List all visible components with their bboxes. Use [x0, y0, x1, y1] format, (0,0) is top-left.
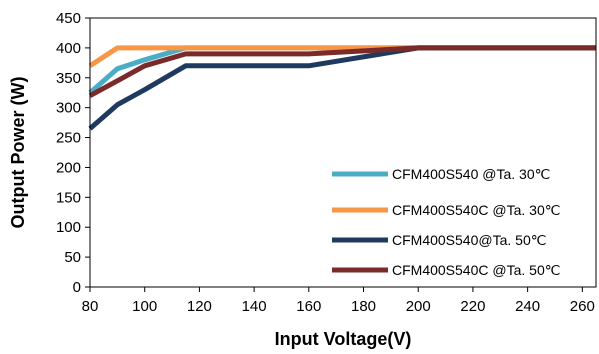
x-tick-label: 80: [82, 298, 99, 315]
y-tick-label: 150: [56, 189, 81, 206]
y-tick-label: 350: [56, 70, 81, 87]
x-tick-label: 160: [296, 298, 321, 315]
legend-label-2: CFM400S540C @Ta. 30℃: [392, 202, 560, 218]
legend-label-1: CFM400S540 @Ta. 30℃: [392, 166, 550, 182]
x-tick-label: 100: [132, 298, 157, 315]
legend-label-4: CFM400S540C @Ta. 50℃: [392, 262, 560, 278]
y-tick-label: 50: [64, 249, 81, 266]
y-axis-ticks: 0 50 100 150 200 250 300 350 400 450: [56, 10, 90, 296]
y-tick-label: 400: [56, 40, 81, 57]
x-tick-label: 260: [570, 298, 595, 315]
y-tick-label: 300: [56, 100, 81, 117]
legend: CFM400S540 @Ta. 30℃ CFM400S540C @Ta. 30℃ C…: [332, 166, 560, 278]
x-tick-label: 240: [515, 298, 540, 315]
y-tick-label: 200: [56, 159, 81, 176]
y-tick-label: 0: [73, 279, 81, 296]
x-tick-label: 200: [406, 298, 431, 315]
plot-area-border: [89, 17, 597, 288]
x-tick-label: 120: [187, 298, 212, 315]
x-tick-label: 220: [460, 298, 485, 315]
x-tick-label: 140: [242, 298, 267, 315]
legend-label-3: CFM400S540@Ta. 50℃: [392, 232, 546, 248]
series-line-4: [88, 45, 596, 98]
series-line-1: [88, 45, 596, 95]
y-tick-label: 450: [56, 10, 81, 27]
y-tick-label: 250: [56, 130, 81, 147]
y-axis-title: Output Power (W): [8, 77, 28, 229]
x-tick-label: 180: [351, 298, 376, 315]
series-lines: [88, 45, 596, 131]
x-axis-title: Input Voltage(V): [275, 329, 412, 349]
x-axis-ticks: 80 100 120 140 160 180 200 220 240 260: [82, 287, 595, 315]
y-tick-label: 100: [56, 219, 81, 236]
